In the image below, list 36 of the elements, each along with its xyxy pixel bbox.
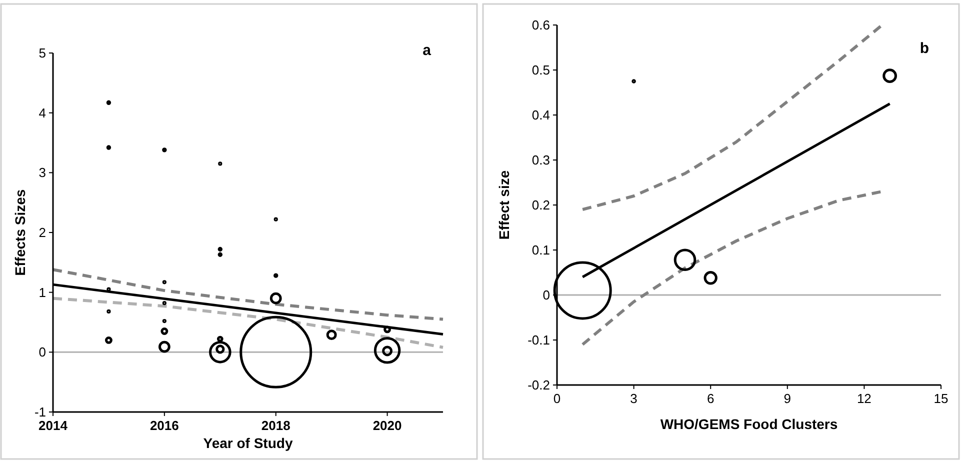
x-tick-label: 6: [706, 391, 714, 406]
y-tick-label: 3: [38, 165, 46, 180]
x-tick-label: 3: [630, 391, 638, 406]
y-tick-label: 0: [38, 344, 46, 360]
y-axis-title: Effects Sizes: [12, 189, 28, 276]
line-series: [581, 190, 884, 346]
y-tick-label: 0.4: [532, 108, 550, 123]
x-tick-label: 0: [553, 391, 561, 406]
y-tick-label: 0.1: [532, 242, 550, 258]
y-tick-label: 0: [542, 288, 550, 303]
y-tick-label: 0.5: [532, 62, 550, 78]
y-tick-label: -0.1: [528, 332, 550, 348]
y-tick-label: -1: [34, 404, 46, 420]
x-tick-label: 12: [856, 391, 872, 406]
x-tick-label: 2014: [38, 418, 68, 433]
y-tick-label: 2: [38, 225, 46, 240]
y-tick-label: 5: [38, 46, 46, 61]
x-tick-label: 9: [784, 391, 792, 406]
x-axis-title: Year of Study: [203, 435, 293, 451]
annotation: b: [920, 40, 929, 57]
x-tick-label: 2016: [150, 418, 179, 433]
line-series: [581, 24, 884, 211]
x-tick-label: 2020: [372, 418, 402, 433]
line-series: [52, 296, 444, 349]
y-tick-label: 0.3: [532, 152, 550, 168]
x-tick-label: 2018: [261, 418, 290, 433]
line-series: [52, 268, 444, 321]
y-tick-label: -0.2: [528, 378, 550, 393]
x-tick-label: 15: [934, 391, 948, 406]
annotation: a: [422, 42, 432, 59]
y-axis-title: Effect size: [496, 170, 512, 240]
y-tick-label: 0.2: [532, 198, 550, 213]
y-tick-label: 1: [38, 284, 46, 300]
y-tick-label: 0.6: [532, 18, 550, 33]
y-tick-label: 4: [38, 105, 46, 120]
x-axis-title: WHO/GEMS Food Clusters: [660, 416, 838, 432]
